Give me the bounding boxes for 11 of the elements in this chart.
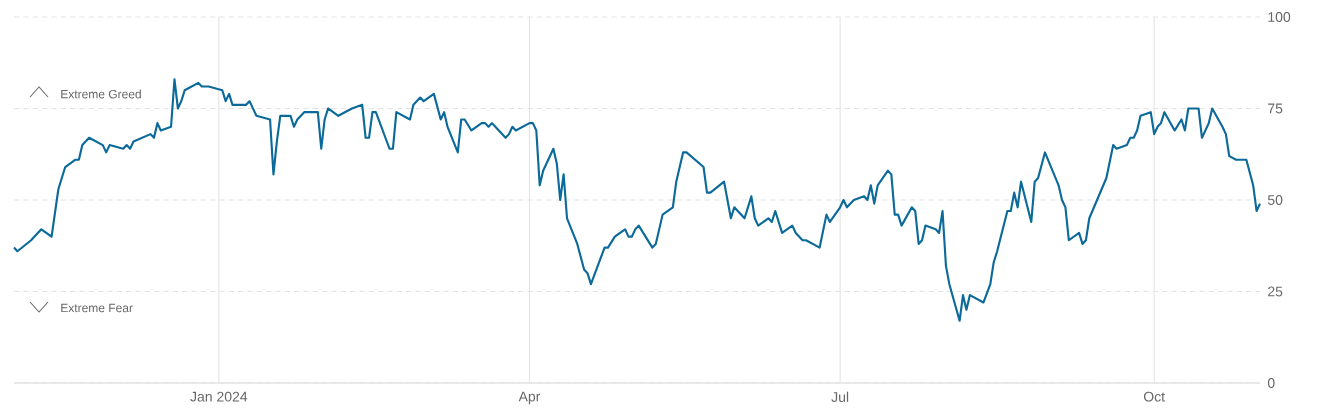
- y-tick-label: 50: [1267, 195, 1283, 205]
- y-tick-label: 100: [1268, 12, 1291, 22]
- annotation: Extreme Greed: [61, 89, 141, 99]
- annotation: Extreme Fear: [61, 303, 133, 313]
- x-tick-label: Jan 2024: [190, 391, 248, 402]
- x-tick-label: Jul: [831, 391, 849, 402]
- x-tick-label: Oct: [1143, 391, 1165, 402]
- y-tick-label: 75: [1268, 103, 1283, 114]
- x-tick-label: Apr: [518, 391, 541, 405]
- y-tick-label: 25: [1268, 286, 1283, 297]
- y-tick-label: 0: [1267, 378, 1275, 388]
